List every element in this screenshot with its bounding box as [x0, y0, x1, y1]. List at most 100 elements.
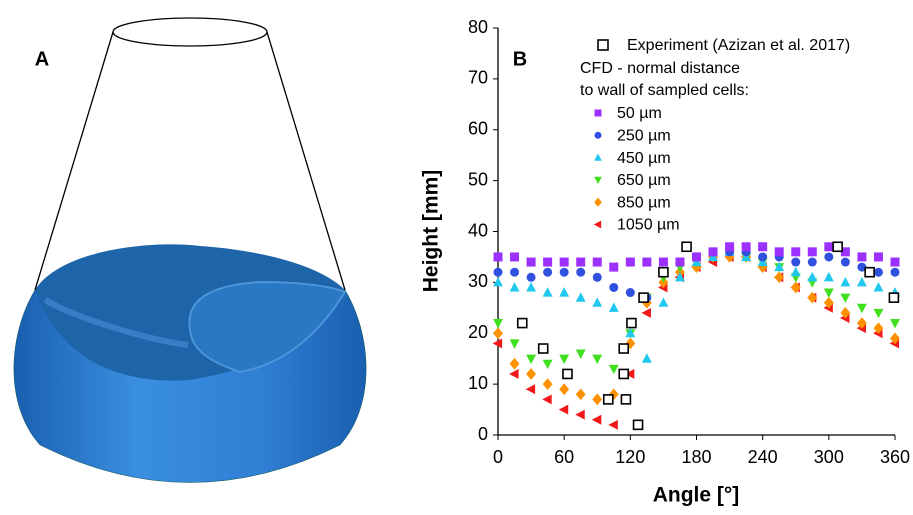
- data-point: [864, 266, 875, 278]
- data-point: [857, 252, 867, 262]
- data-point: [493, 252, 503, 262]
- data-point: [857, 262, 867, 272]
- data-point: [873, 267, 883, 277]
- data-point: [575, 292, 586, 302]
- data-point: [832, 241, 843, 253]
- data-point: [741, 242, 751, 252]
- data-point: [790, 266, 801, 277]
- data-point: [807, 247, 817, 257]
- legend-label: 850 µm: [617, 194, 671, 211]
- y-tick-label: 10: [468, 373, 488, 393]
- data-point: [542, 359, 553, 370]
- data-point: [608, 302, 619, 312]
- panel-label: B: [513, 48, 527, 70]
- data-point: [526, 257, 536, 267]
- data-point: [542, 287, 553, 297]
- data-point: [638, 292, 649, 303]
- data-point: [823, 296, 834, 309]
- data-point: [510, 252, 520, 262]
- data-point: [608, 419, 618, 430]
- y-tick-label: 20: [468, 322, 488, 342]
- data-point: [890, 257, 900, 267]
- legend-marker: [594, 131, 602, 139]
- data-point: [562, 368, 573, 380]
- data-point: [592, 393, 603, 406]
- data-point: [575, 409, 585, 420]
- data-point: [873, 282, 884, 292]
- y-tick-label: 40: [468, 220, 488, 240]
- data-point: [576, 267, 586, 277]
- data-point: [618, 343, 630, 354]
- data-point: [790, 281, 801, 294]
- legend-marker: [594, 109, 602, 117]
- data-point: [888, 292, 900, 303]
- data-point: [526, 272, 536, 282]
- data-point: [493, 276, 503, 287]
- data-point: [492, 338, 503, 349]
- data-point: [542, 378, 553, 390]
- data-point: [526, 282, 537, 292]
- data-point: [890, 267, 900, 277]
- data-point: [525, 384, 536, 395]
- x-tick-label: 300: [814, 447, 844, 467]
- legend-marker: [597, 39, 609, 51]
- data-point: [493, 327, 503, 340]
- x-tick-label: 60: [554, 447, 574, 467]
- data-point: [675, 257, 685, 267]
- data-point: [890, 332, 900, 345]
- data-point: [658, 297, 669, 307]
- data-point: [493, 267, 503, 277]
- data-point: [774, 261, 785, 272]
- data-point: [559, 267, 569, 277]
- data-point: [675, 271, 685, 282]
- legend-label: Experiment (Azizan et al. 2017): [627, 37, 850, 54]
- data-point: [509, 357, 520, 370]
- data-point: [608, 388, 619, 401]
- x-tick-label: 180: [681, 447, 711, 467]
- data-point: [592, 297, 603, 307]
- data-point: [625, 257, 635, 267]
- data-point: [807, 257, 817, 267]
- legend-label: 1050 µm: [617, 217, 680, 234]
- data-point: [543, 257, 553, 267]
- data-point: [840, 247, 850, 257]
- data-point: [641, 307, 651, 318]
- x-tick-label: 0: [493, 447, 503, 467]
- data-point: [774, 247, 784, 257]
- legend-label: 650 µm: [617, 172, 671, 189]
- data-point: [856, 317, 867, 329]
- legend-title: to wall of sampled cells:: [580, 82, 749, 99]
- legend-marker: [593, 220, 602, 229]
- data-point: [642, 257, 652, 267]
- y-tick-label: 60: [468, 119, 488, 139]
- data-point: [624, 369, 635, 379]
- data-point: [840, 257, 850, 267]
- data-point: [516, 317, 528, 329]
- y-tick-label: 50: [468, 169, 488, 189]
- data-point: [509, 369, 519, 379]
- data-point: [692, 252, 701, 262]
- x-tick-label: 240: [748, 447, 778, 467]
- y-tick-label: 30: [468, 271, 488, 291]
- data-point: [626, 317, 637, 329]
- data-point: [609, 282, 619, 292]
- data-point: [602, 394, 614, 405]
- data-point: [509, 282, 520, 292]
- legend-label: 50 µm: [617, 105, 662, 122]
- data-point: [592, 257, 602, 267]
- data-point: [625, 288, 635, 298]
- data-point: [591, 414, 602, 425]
- x-axis-label: Angle [°]: [653, 484, 740, 507]
- data-point: [558, 404, 569, 415]
- data-point: [823, 288, 834, 298]
- data-point: [509, 339, 520, 349]
- data-point: [824, 252, 834, 262]
- data-point: [543, 267, 553, 277]
- data-point: [823, 271, 834, 282]
- panel-label: A: [35, 48, 49, 70]
- data-point: [510, 267, 520, 277]
- data-point: [575, 388, 586, 401]
- data-point: [840, 293, 851, 304]
- data-point: [526, 368, 537, 380]
